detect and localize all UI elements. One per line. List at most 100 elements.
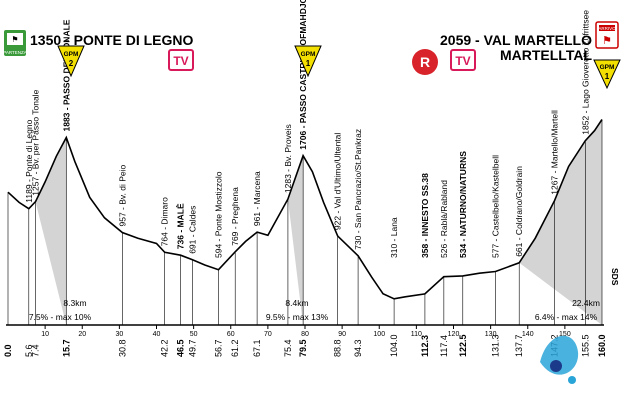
waypoint-label: 769 - Preghena <box>230 187 240 246</box>
climb-info-3: 22.4km 6.4% - max 14% <box>535 298 600 322</box>
x-tick-label: 50 <box>190 331 198 338</box>
x-tick-label: 100 <box>373 331 385 338</box>
gpm-label: GPM <box>64 51 79 58</box>
waypoint-label: 730 - San Pancrazio/St.Pankraz <box>353 129 363 250</box>
finish-badge: ARRIVO ⚑ <box>595 21 619 49</box>
waypoint-label: 577 - Castelbello/Kastelbell <box>491 155 501 258</box>
climb-info-1: 8.3km 7.5% - max 10% <box>29 298 92 322</box>
start-altitude: 1350 <box>30 32 61 48</box>
waypoint-km: 30.8 <box>117 339 127 357</box>
gpm-category: 2 <box>69 59 74 68</box>
waypoint-label: 764 - Dimaro <box>160 197 170 246</box>
waypoint-km: 88.8 <box>333 339 343 357</box>
race-logo <box>540 335 579 384</box>
climb-shade-1 <box>35 137 67 325</box>
waypoint-km: 7.4 <box>31 344 41 357</box>
start-badge-label: PARTENZA <box>3 50 27 55</box>
tv-marker-male: TV <box>168 49 194 71</box>
gpm-marker-finish: GPM 1 <box>593 59 621 90</box>
climb-length: 8.4km <box>285 298 308 308</box>
climb-shade-3 <box>519 119 602 325</box>
start-title: 1350 - PONTE DI LEGNO <box>30 32 194 48</box>
finish-title: 2059 - VAL MARTELLO <box>440 32 592 48</box>
x-tick-label: 60 <box>227 331 235 338</box>
waypoint-km: 46.5 <box>176 339 186 357</box>
start-name: PONTE DI LEGNO <box>74 32 194 48</box>
waypoint-label: 1267 - Martello/Martell <box>550 110 560 195</box>
gpm-label: GPM <box>600 64 615 71</box>
waypoint-km: 79.5 <box>298 339 308 357</box>
x-tick-label: 120 <box>448 331 460 338</box>
x-tick-label: 110 <box>411 331 422 338</box>
waypoint-label: 961 - Marcena <box>252 171 262 226</box>
climb-grade: 6.4% - max 14% <box>535 312 598 322</box>
waypoint-label: 594 - Ponte Mostizzolo <box>214 171 224 258</box>
waypoint-km: 15.7 <box>61 339 71 357</box>
finish-name-line1: VAL MARTELLO <box>484 32 592 48</box>
x-tick-label: 90 <box>338 331 346 338</box>
waypoint-km: 0.0 <box>3 344 13 357</box>
waypoint-label: 1189 - Ponte di Legno <box>24 119 34 202</box>
finish-flag-icon: ⚑ <box>602 35 612 47</box>
waypoint-km: 131.3 <box>491 334 501 357</box>
waypoint-label: 1852 - Lago Gioveretto Zufrittsee <box>580 10 590 135</box>
x-tick-label: 130 <box>485 331 497 338</box>
waypoint-km: 137.7 <box>514 334 524 357</box>
waypoint-label: 1283 - Bv. Proveis <box>283 124 293 193</box>
finish-altitude: 2059 <box>440 32 471 48</box>
refreshment-marker: R <box>412 49 438 75</box>
tv-icon: TV <box>455 54 470 68</box>
waypoint-km: 94.3 <box>353 339 363 357</box>
waypoint-label: 526 - Rablà/Rabland <box>439 180 449 258</box>
waypoint-km: 155.5 <box>580 334 590 357</box>
waypoint-label: 1706 - PASSO CASTRIN HOFMAHDJOCH <box>298 0 308 150</box>
gpm-marker-passo-castrin: GPM 1 <box>294 45 322 78</box>
x-tick-label: 150 <box>559 331 571 338</box>
gpm-label: GPM <box>301 51 316 58</box>
waypoint-km: 104.0 <box>389 334 399 357</box>
climb-length: 22.4km <box>572 298 600 308</box>
climb-shade-2 <box>287 155 304 325</box>
climb-length: 8.3km <box>63 298 86 308</box>
waypoint-km: 112.3 <box>420 335 430 357</box>
waypoint-km: 49.7 <box>188 339 198 357</box>
gpm-category: 1 <box>306 59 311 68</box>
waypoint-km: 117.4 <box>439 335 449 357</box>
waypoint-label: 310 - Lana <box>389 217 399 258</box>
x-tick-label: 40 <box>153 331 161 338</box>
x-tick-label: 30 <box>115 331 123 338</box>
gpm-category: 1 <box>605 72 610 81</box>
waypoint-km: 5.6 <box>24 344 34 357</box>
climb-info-2: 8.4km 9.5% - max 13% <box>266 298 329 322</box>
tv-marker-naturno: TV <box>450 49 476 71</box>
sds-label: SDS <box>610 268 620 286</box>
waypoint-label: 661 - Coldrano/Goldrain <box>514 166 524 257</box>
altitude-profile-line <box>7 119 603 300</box>
finish-badge-label: ARRIVO <box>598 26 616 31</box>
waypoint-km: 61.2 <box>230 339 240 357</box>
x-tick-label: 80 <box>301 331 309 338</box>
waypoint-label: 1883 - PASSO DEL TONALE <box>61 19 71 131</box>
waypoint-label: 1257 - Bv. per Passo Tonale <box>31 89 41 195</box>
gpm-marker-passo-tonale: GPM 2 <box>57 45 85 78</box>
waypoint-labels: 0.0 5.6 1189 - Ponte di Legno 7.4 1257 - Bv.… <box>3 0 607 357</box>
waypoint-label: 922 - Val d'Ultimo/Ultental <box>333 133 343 230</box>
waypoint-km: 75.4 <box>283 339 293 357</box>
climb-shading <box>35 119 602 325</box>
waypoint-label: 736 - MALÈ <box>176 203 186 249</box>
waypoint-km: 67.1 <box>252 339 262 357</box>
waypoint-label: 358 - INNESTO SS.38 <box>420 173 430 258</box>
waypoint-label: 691 - Caldes <box>188 206 198 254</box>
x-tick-label: 20 <box>78 331 86 338</box>
x-axis-ticks: 10 20 30 40 50 60 70 80 90 100 110 120 130 140 150 <box>41 325 571 338</box>
tv-icon: TV <box>173 54 188 68</box>
waypoint-km: 160.0 <box>597 334 607 357</box>
waypoint-label: 534 - NATURNO/NATURNS <box>458 151 468 258</box>
x-tick-label: 10 <box>41 331 49 338</box>
refreshment-icon: R <box>420 54 430 70</box>
waypoint-km: 42.2 <box>160 339 170 357</box>
climb-grade: 7.5% - max 10% <box>29 312 92 322</box>
waypoint-lines <box>7 119 603 325</box>
